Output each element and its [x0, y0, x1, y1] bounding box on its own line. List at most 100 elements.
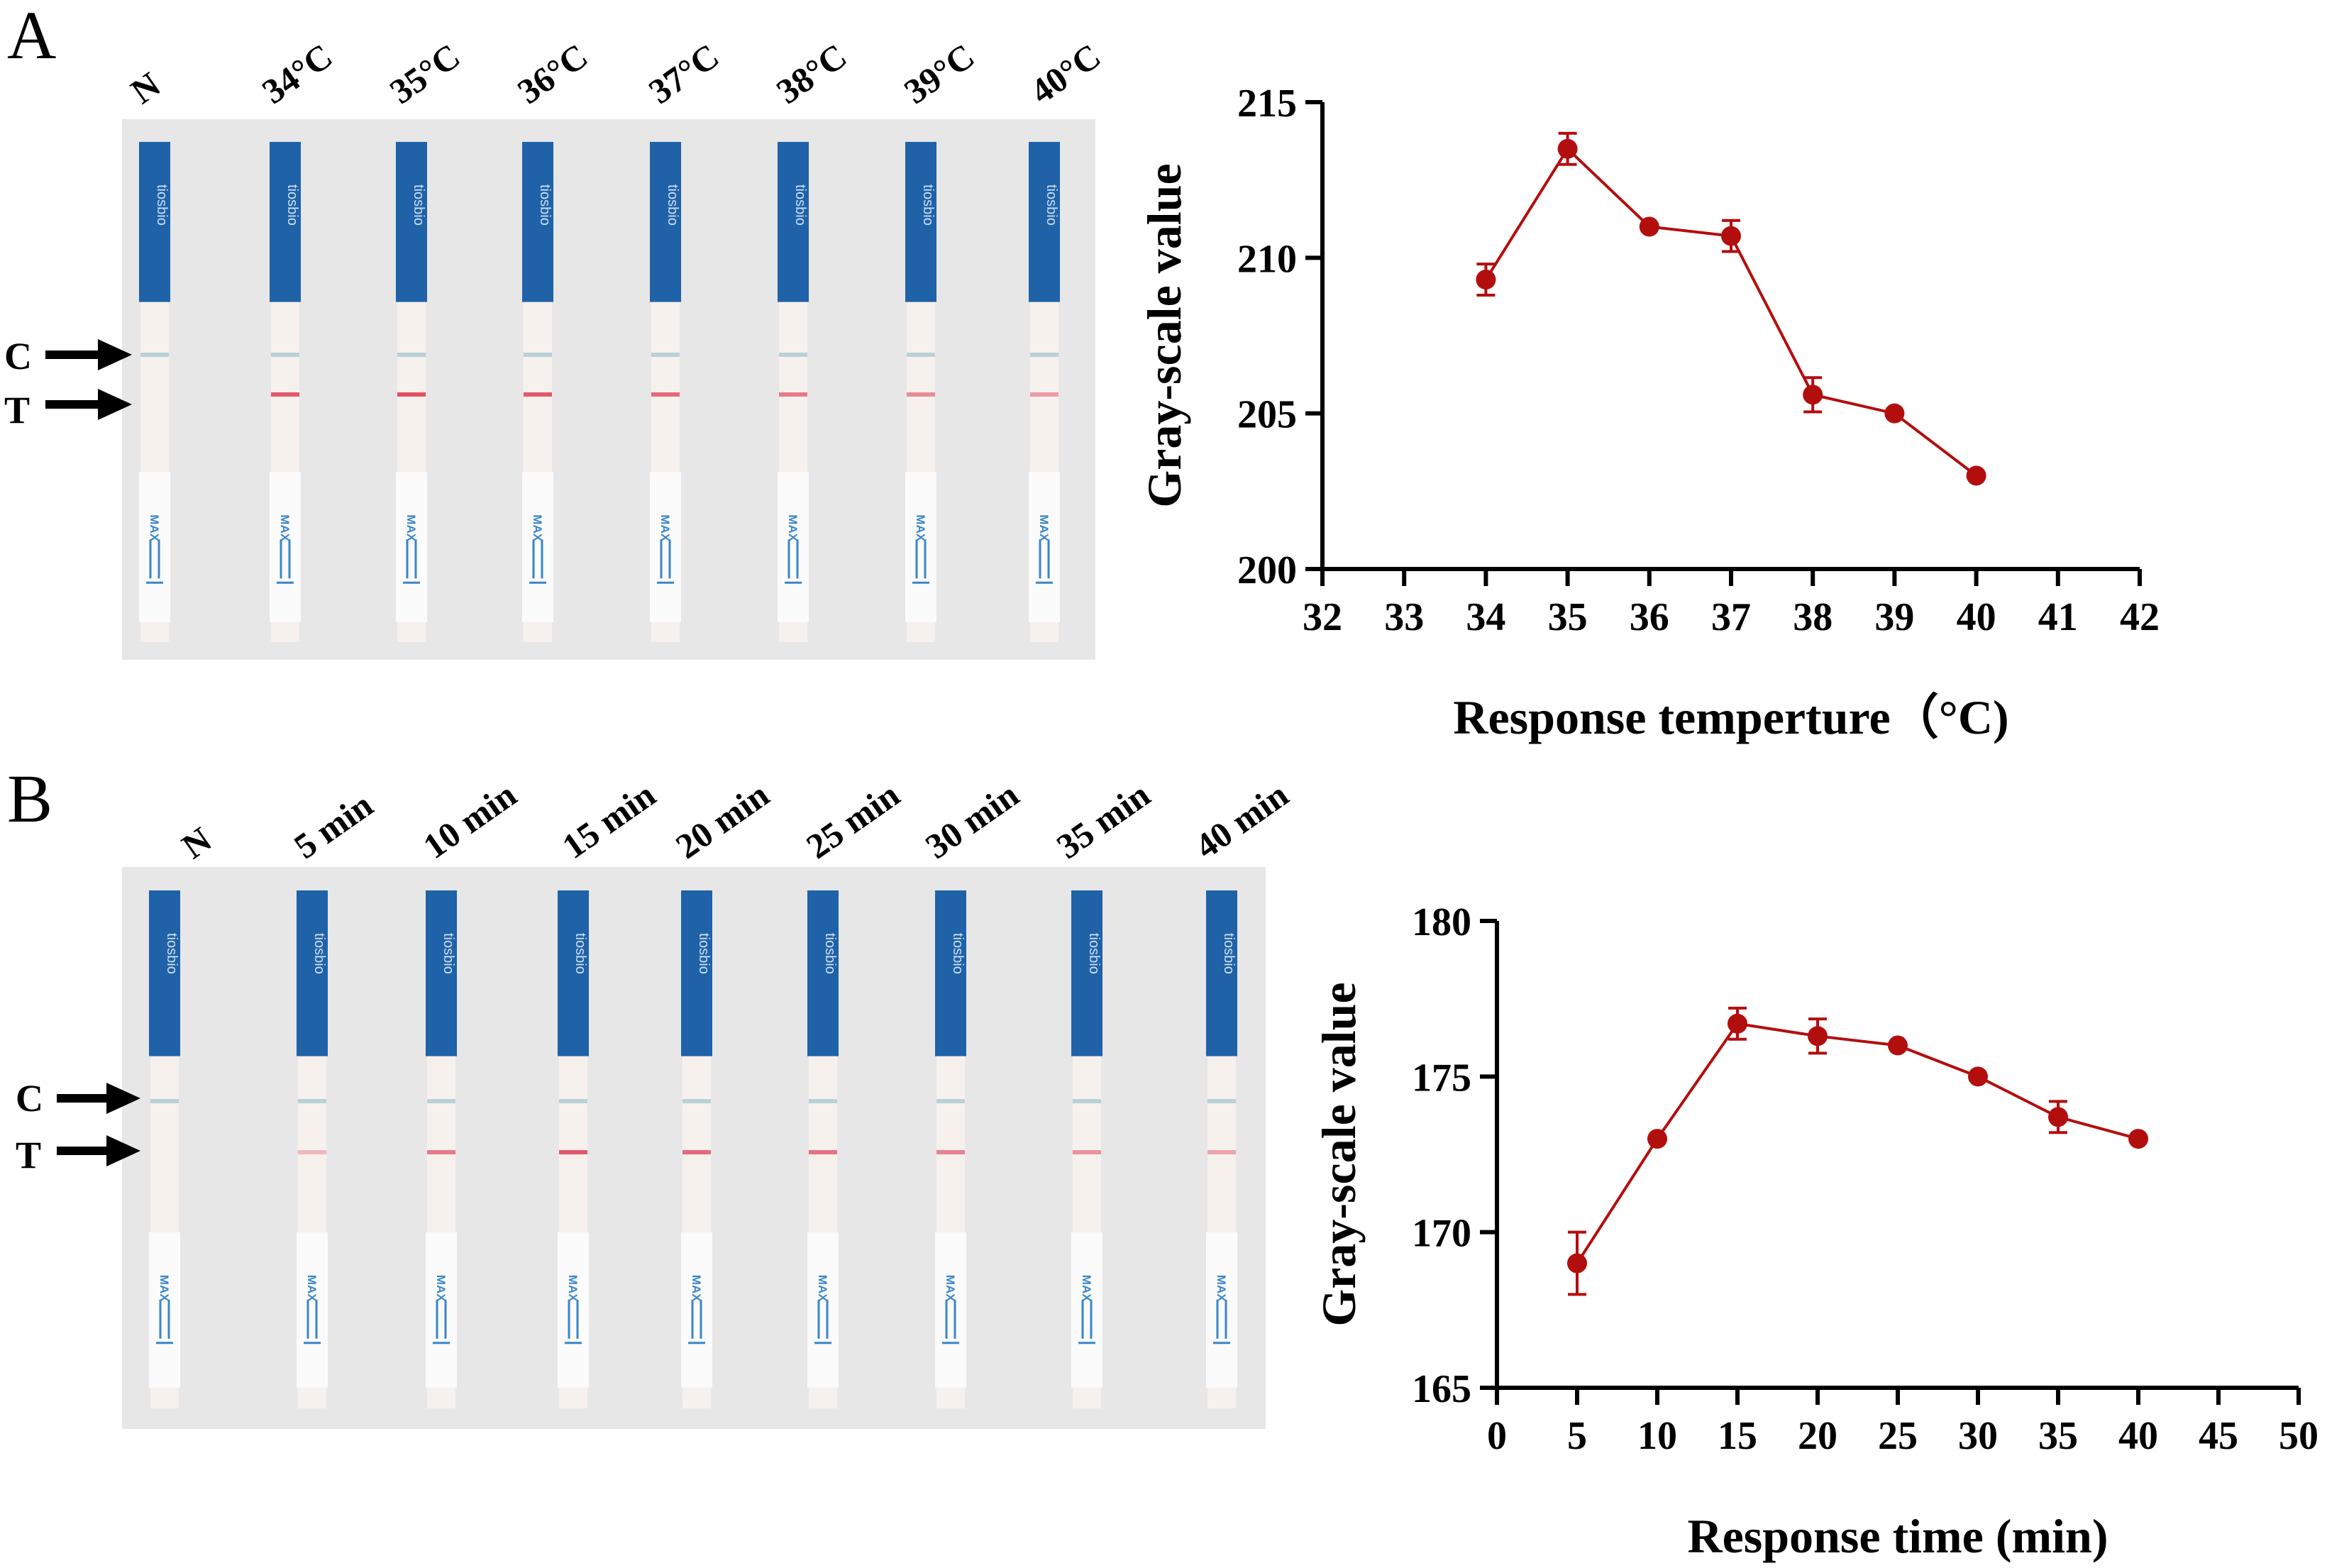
strip-brand-text: tiosbio [696, 933, 712, 974]
control-line [1207, 1099, 1236, 1103]
sample-pad [1206, 1232, 1237, 1388]
test-strip: tiosbio MAX [139, 142, 170, 642]
x-tick-label: 42 [2120, 595, 2160, 639]
strip-brand-text: tiosbio [441, 933, 456, 974]
lane-label: 38°C [769, 35, 853, 111]
strip-brand-text: tiosbio [1044, 184, 1059, 226]
sample-pad [396, 472, 427, 622]
y-tick-label: 170 [1412, 1212, 1471, 1256]
strip-max-text: MAX [566, 1275, 580, 1302]
y-tick-label: 180 [1412, 900, 1471, 944]
x-tick-label: 0 [1487, 1414, 1507, 1458]
strip-label-pad [1071, 890, 1102, 1056]
strip-brand-text: tiosbio [822, 933, 838, 974]
test-strip: tiosbio MAX [396, 142, 427, 642]
sample-pad [139, 472, 170, 622]
strip-label-pad [297, 890, 328, 1056]
strip-photo-a [122, 119, 1095, 660]
x-tick-label: 32 [1303, 595, 1342, 639]
y-tick-label: 200 [1237, 548, 1297, 592]
arrow-head-c-a [98, 339, 132, 370]
sample-pad [650, 472, 681, 622]
x-tick-label: 33 [1384, 595, 1424, 639]
lane-label: 30 min [918, 774, 1026, 866]
arrow-head-c-b [106, 1083, 140, 1114]
data-point [1728, 1013, 1747, 1034]
strips-a: tiosbio MAX tiosbio MAX tiosbio MAX tiosbio MAX… [139, 142, 1060, 642]
control-line [1073, 1099, 1101, 1103]
data-point [1557, 138, 1578, 159]
sample-pad [778, 472, 809, 622]
lane-label: 39°C [897, 35, 981, 111]
strip-max-text: MAX [658, 514, 672, 541]
lane-labels-a: N 34°C 35°C 36°C 37°C 38°C 39°C 40°C [123, 35, 1107, 111]
strip-brand-text: tiosbio [284, 184, 300, 226]
y-tick-label: 205 [1237, 393, 1297, 437]
strip-max-text: MAX [148, 514, 161, 541]
sample-pad [558, 1232, 589, 1388]
strip-label-pad [522, 142, 553, 302]
strip-max-text: MAX [404, 514, 418, 541]
x-tick-label: 25 [1878, 1414, 1918, 1458]
data-point [1639, 216, 1659, 237]
lane-label: 35 min [1049, 774, 1157, 866]
series-line [1576, 1022, 2139, 1264]
data-point [1968, 1066, 1988, 1087]
arrow-head-t-b [106, 1135, 140, 1166]
sample-pad [681, 1232, 712, 1388]
test-strip: tiosbio MAX [935, 890, 966, 1408]
data-point [1647, 1129, 1667, 1149]
test-line-label-a: T [4, 389, 30, 431]
test-line [809, 1150, 837, 1154]
data-point [1567, 1253, 1587, 1274]
test-line [779, 392, 807, 397]
x-tick-label: 36 [1630, 595, 1669, 639]
sample-pad [905, 472, 936, 622]
control-line [524, 353, 552, 357]
arrow-c-b: C [16, 1077, 140, 1120]
data-point [1476, 270, 1496, 290]
lane-label: 10 min [416, 774, 524, 866]
test-line [559, 1150, 587, 1154]
control-line [936, 1099, 965, 1103]
test-line [651, 392, 680, 397]
test-line [1030, 392, 1059, 397]
test-strip: tiosbio MAX [1029, 142, 1060, 642]
control-line [809, 1099, 837, 1103]
chart-time: 165 170 175 180 0 5 10 15 20 25 30 35 40 45 50 Response… [1312, 900, 2318, 1563]
strip-label-pad [778, 142, 809, 302]
lane-label: 20 min [668, 774, 776, 866]
test-strip: tiosbio MAX [650, 142, 681, 642]
lane-label: 5 min [287, 785, 380, 866]
strip-label-pad [270, 142, 301, 302]
x-tick-label: 35 [2038, 1414, 2078, 1458]
sample-pad [426, 1232, 457, 1388]
strip-label-pad [935, 890, 966, 1056]
strip-max-text: MAX [786, 514, 800, 541]
test-line [907, 392, 935, 397]
test-strip: tiosbio MAX [149, 890, 180, 1408]
strip-max-text: MAX [157, 1275, 171, 1302]
strip-max-text: MAX [434, 1275, 448, 1302]
strip-max-text: MAX [1080, 1275, 1093, 1302]
control-line [907, 353, 935, 357]
strips-b: tiosbio MAX tiosbio MAX tiosbio MAX tiosbio MAX… [149, 890, 1237, 1408]
y-axis-title: Gray-scale value [1312, 982, 1366, 1326]
y-tick-label: 165 [1412, 1367, 1471, 1411]
test-line [271, 392, 299, 397]
x-tick-label: 38 [1793, 595, 1833, 639]
strip-label-pad [650, 142, 681, 302]
control-line [271, 353, 299, 357]
test-line [1207, 1150, 1236, 1154]
strip-max-text: MAX [1215, 1275, 1228, 1302]
strip-brand-text: tiosbio [154, 184, 170, 226]
test-line [427, 1150, 455, 1154]
strip-label-pad [681, 890, 712, 1056]
x-tick-label: 50 [2279, 1414, 2318, 1458]
strip-label-pad [139, 142, 170, 302]
strip-brand-text: tiosbio [411, 184, 426, 226]
sample-pad [935, 1232, 966, 1388]
strip-max-text: MAX [690, 1275, 703, 1302]
lane-label: N [123, 64, 167, 111]
data-point [1966, 465, 1986, 486]
